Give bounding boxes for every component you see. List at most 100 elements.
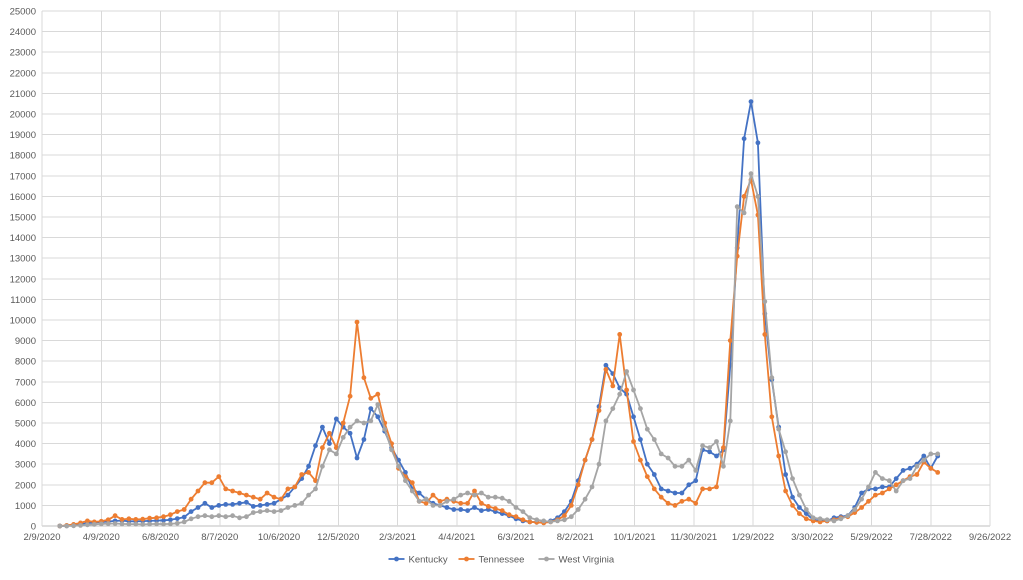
- x-tick-label: 12/5/2020: [317, 532, 359, 543]
- data-point: [313, 486, 318, 492]
- data-point: [873, 486, 878, 492]
- data-point: [389, 447, 394, 453]
- data-point: [631, 414, 636, 420]
- data-point: [458, 507, 464, 512]
- y-tick-label: 10000: [10, 316, 36, 327]
- data-point: [375, 391, 381, 397]
- data-point: [306, 470, 311, 475]
- data-point: [320, 424, 325, 430]
- data-point: [437, 503, 443, 508]
- data-point: [838, 516, 844, 522]
- data-point: [444, 505, 450, 510]
- data-point: [237, 500, 242, 506]
- data-point: [327, 430, 332, 436]
- legend-swatch-marker: [464, 556, 469, 562]
- data-point: [181, 507, 187, 512]
- series: [57, 99, 941, 529]
- data-point: [333, 451, 339, 457]
- data-point: [748, 99, 754, 104]
- data-point: [638, 406, 643, 411]
- y-tick-label: 13000: [10, 254, 36, 265]
- y-tick-label: 5000: [15, 419, 36, 430]
- data-point: [790, 494, 795, 500]
- data-point: [472, 492, 477, 498]
- data-point: [264, 508, 270, 513]
- data-point: [202, 500, 208, 506]
- data-point: [181, 514, 187, 520]
- data-point: [589, 437, 595, 442]
- series-line: [59, 100, 939, 527]
- data-point: [237, 515, 242, 521]
- x-tick-label: 5/29/2022: [850, 532, 892, 543]
- x-tick-label: 6/3/2021: [498, 532, 535, 543]
- x-tick-label: 6/8/2020: [142, 532, 179, 543]
- data-point: [651, 437, 657, 442]
- data-point: [714, 453, 719, 459]
- y-tick-label: 22000: [10, 68, 36, 79]
- data-point: [762, 299, 768, 304]
- data-point: [230, 488, 236, 494]
- data-point: [707, 449, 712, 455]
- data-point: [181, 519, 187, 525]
- legend-label: Kentucky: [409, 555, 448, 566]
- data-point: [347, 424, 353, 430]
- data-point: [340, 420, 346, 426]
- data-point: [707, 445, 712, 451]
- data-point: [147, 521, 153, 527]
- data-point: [880, 490, 885, 496]
- data-point: [458, 500, 464, 506]
- data-point: [506, 512, 512, 518]
- legend: Kentucky Tennessee West Virginia: [388, 555, 615, 566]
- y-tick-label: 12000: [10, 274, 36, 285]
- data-point: [741, 136, 747, 142]
- data-point: [935, 451, 941, 457]
- data-point: [575, 482, 581, 488]
- data-point: [195, 514, 201, 520]
- data-point: [499, 495, 505, 501]
- data-point: [161, 514, 166, 520]
- data-point: [672, 490, 678, 496]
- data-point: [188, 516, 194, 522]
- data-point: [797, 492, 802, 498]
- data-point: [513, 514, 519, 520]
- data-point: [776, 453, 782, 459]
- data-point: [555, 518, 560, 524]
- data-point: [271, 494, 277, 500]
- data-point: [278, 496, 284, 502]
- data-point: [485, 494, 491, 500]
- data-point: [727, 338, 733, 343]
- data-point: [866, 484, 871, 490]
- data-point: [686, 482, 692, 488]
- data-point: [644, 426, 650, 432]
- data-point: [112, 521, 118, 526]
- data-point: [230, 502, 236, 507]
- data-point: [313, 443, 318, 449]
- data-point: [755, 140, 761, 146]
- y-tick-label: 7000: [15, 377, 36, 388]
- data-point: [700, 443, 705, 449]
- data-point: [803, 516, 809, 522]
- data-point: [562, 513, 567, 519]
- data-point: [320, 445, 325, 451]
- series-tennessee: [57, 177, 941, 529]
- data-point: [893, 482, 899, 488]
- x-tick-label: 7/28/2022: [910, 532, 952, 543]
- data-point: [244, 499, 249, 505]
- series-line: [59, 172, 938, 527]
- data-point: [299, 472, 305, 477]
- data-point: [209, 514, 215, 520]
- data-point: [57, 523, 63, 529]
- data-point: [776, 426, 782, 432]
- data-point: [161, 518, 166, 523]
- data-point: [119, 521, 125, 527]
- data-point: [320, 463, 325, 469]
- data-point: [465, 500, 470, 506]
- data-point: [154, 515, 160, 521]
- data-point: [651, 472, 657, 477]
- data-point: [658, 494, 664, 500]
- y-tick-label: 16000: [10, 192, 36, 203]
- data-point: [928, 465, 934, 471]
- y-tick-label: 9000: [15, 336, 36, 347]
- x-tick-label: 8/7/2020: [201, 532, 238, 543]
- data-point: [831, 518, 837, 524]
